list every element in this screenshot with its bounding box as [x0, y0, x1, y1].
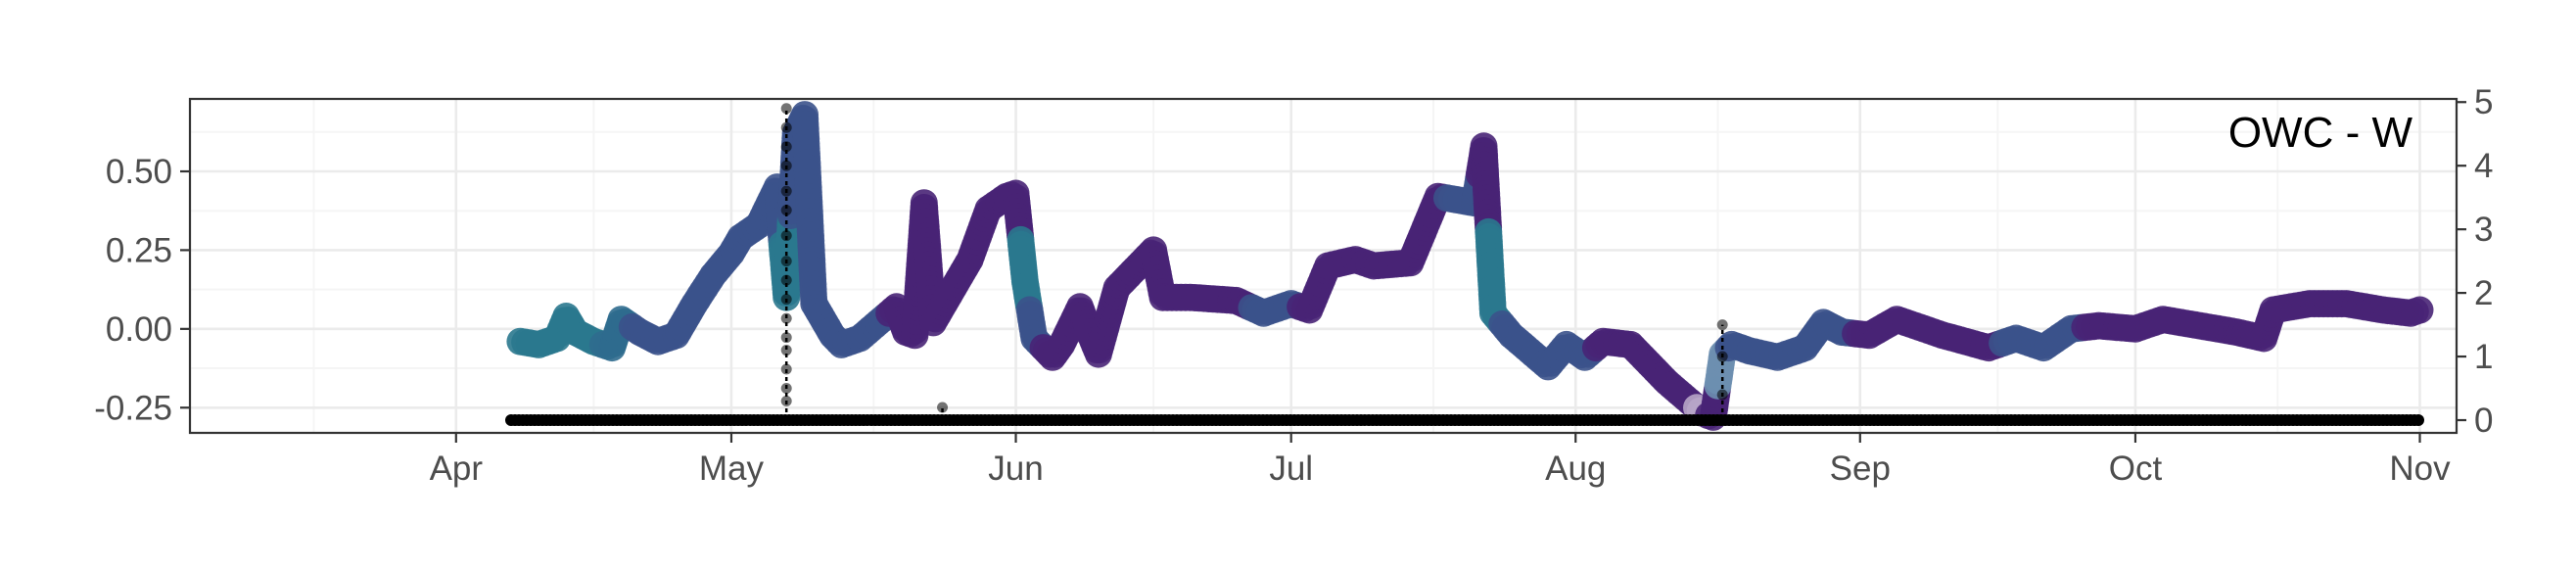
y-tick-label: 0.50: [106, 153, 172, 191]
precip-point: [780, 274, 792, 286]
y-tick-label: 0.00: [106, 310, 172, 349]
precip-point: [780, 205, 792, 216]
precip-point: [937, 402, 949, 413]
y2-tick-label: 1: [2474, 338, 2493, 376]
precip-point: [780, 312, 792, 324]
y2-tick-label: 2: [2474, 274, 2493, 312]
water-level-point: [2406, 296, 2434, 324]
x-tick-label: Sep: [1830, 450, 1891, 488]
precip-point: [1716, 389, 1728, 401]
precip-point: [780, 185, 792, 197]
precip-point: [780, 103, 792, 115]
y2-tick-label: 3: [2474, 211, 2493, 249]
precip-point: [780, 294, 792, 306]
precip-point: [780, 121, 792, 133]
precip-point: [780, 345, 792, 356]
x-tick-label: Aug: [1545, 450, 1606, 488]
y-tick-label: -0.25: [94, 389, 172, 427]
precip-point: [780, 141, 792, 153]
precip-point: [780, 332, 792, 344]
precip-point: [1716, 351, 1728, 362]
precip-point: [1716, 319, 1728, 331]
x-tick-label: Oct: [2109, 450, 2163, 488]
site-label: OWC - W: [2228, 109, 2413, 157]
x-tick-label: May: [699, 450, 765, 488]
precip-point: [780, 363, 792, 375]
precip-point: [780, 396, 792, 407]
plot-marks: [505, 101, 2434, 431]
x-tick-label: Apr: [430, 450, 484, 488]
precip-point: [2412, 414, 2424, 427]
y2-tick-label: 5: [2474, 83, 2493, 121]
x-tick-label: Jul: [1269, 450, 1313, 488]
panel-border: [188, 97, 2459, 435]
precip-point: [780, 160, 792, 171]
x-tick-label: Nov: [2389, 450, 2451, 488]
precip-point: [780, 256, 792, 267]
axes: -0.25 0.00 0.25 0.50 0 1 2 3 4 5 Apr May Jun Jul Aug Se…: [94, 83, 2493, 488]
y2-tick-label: 0: [2474, 402, 2493, 440]
y-tick-label: 0.25: [106, 231, 172, 269]
precip-point: [780, 230, 792, 242]
y2-tick-label: 4: [2474, 147, 2493, 185]
precip-point: [780, 383, 792, 395]
x-tick-label: Jun: [988, 450, 1043, 488]
